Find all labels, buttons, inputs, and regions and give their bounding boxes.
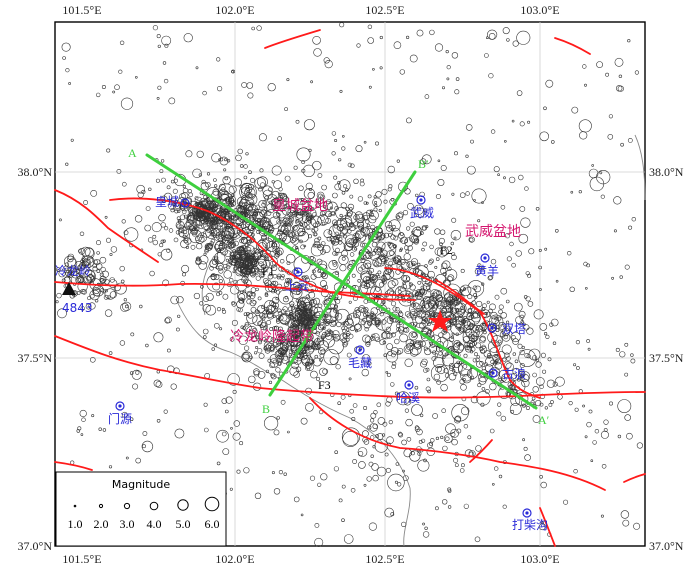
- y-axis-right: 38.0°N 37.5°N 37.0°N: [649, 165, 684, 553]
- town-label-dachaigou: 打柴沟: [512, 518, 548, 532]
- legend-box: [55, 471, 227, 547]
- town-label-huangcheng: 皇城: [155, 195, 179, 209]
- profile-line-bb: [268, 170, 417, 397]
- region-label-wuwei-basin: 武威盆地: [465, 224, 521, 240]
- town-label-maozang: 毛藏: [348, 356, 372, 370]
- legend-value: 2.0: [94, 517, 109, 531]
- fault-trace: [384, 267, 541, 399]
- profile-label-b-prime: B′: [418, 157, 429, 171]
- town-markers: [115, 195, 532, 518]
- legend-symbol: [123, 502, 131, 510]
- profile-label-b: B: [262, 402, 270, 416]
- legend-symbol: [177, 499, 189, 511]
- region-label-lenglongling-uplift: 冷龙岭隆起带: [230, 329, 314, 345]
- y-tick-label-left: 37.5°N: [18, 351, 53, 365]
- station-triangle-icon: [62, 282, 76, 295]
- epicenter-star-icon: [428, 310, 452, 332]
- fault-trace: [539, 507, 556, 547]
- x-tick-label-top: 101.5°E: [62, 3, 101, 17]
- town-label-shuangta: 双塔: [502, 322, 526, 336]
- fault-label-f1: F1: [262, 264, 275, 278]
- x-tick-label-bottom: 102.0°E: [215, 552, 254, 566]
- town-label-menyuan: 门源: [108, 411, 132, 426]
- faults: [54, 29, 646, 547]
- fault-trace: [264, 29, 321, 49]
- x-tick-label-bottom: 101.5°E: [62, 552, 101, 566]
- x-axis-bottom: 101.5°E 102.0°E 102.5°E 103.0°E: [62, 552, 559, 566]
- fault-trace: [109, 197, 416, 301]
- town-label-wuwei: 武威: [410, 206, 434, 220]
- legend-value: 1.0: [68, 517, 83, 531]
- fault-label-f2: F2: [440, 243, 453, 257]
- fault-trace: [623, 473, 646, 483]
- region-label-huangcheng-basin: 皇城盆地: [272, 198, 328, 214]
- profile-label-a-prime: A′: [538, 413, 550, 427]
- y-tick-label-left: 38.0°N: [18, 165, 53, 179]
- y-tick-label-left: 37.0°N: [18, 539, 53, 553]
- legend-symbol: [204, 496, 220, 512]
- x-tick-label-bottom: 103.0°E: [520, 552, 559, 566]
- profile-label-a: A: [128, 146, 137, 160]
- map-frame: [54, 21, 646, 547]
- x-tick-label-bottom: 102.5°E: [365, 552, 404, 566]
- x-tick-label-top: 102.0°E: [215, 3, 254, 17]
- fault-trace: [54, 335, 646, 399]
- legend-value: 3.0: [120, 517, 135, 531]
- graticule: [55, 22, 645, 546]
- fault-trace: [309, 397, 606, 491]
- town-label-huangyang: 黄羊: [475, 263, 499, 278]
- fault-trace: [435, 279, 485, 315]
- earthquake-events: [55, 22, 644, 547]
- legend-value: 6.0: [205, 517, 220, 531]
- legend-symbol: [149, 501, 159, 511]
- magnitude-legend: Magnitude 1.0 2.0 3.0 4.0 5.0 6.0: [55, 471, 227, 547]
- fault-trace: [554, 37, 591, 55]
- fault-trace: [54, 461, 93, 471]
- legend-title: Magnitude: [112, 478, 171, 491]
- x-tick-label-top: 102.5°E: [365, 3, 404, 17]
- profile-lines: [145, 153, 538, 410]
- y-axis-left: 38.0°N 37.5°N 37.0°N: [18, 165, 53, 553]
- town-label-haxi: 哈溪: [396, 391, 420, 405]
- legend-value: 4.0: [147, 517, 162, 531]
- fault-label-f3: F3: [318, 378, 331, 392]
- town-label-shangyun: 上云: [285, 279, 309, 293]
- y-tick-label-right: 38.0°N: [649, 165, 684, 179]
- profile-line-aa: [145, 153, 538, 410]
- legend-symbol: [98, 503, 104, 509]
- town-label-gulang: 古浪: [502, 366, 526, 381]
- station-label: 4843: [62, 301, 93, 315]
- town-label-lenglongling: 冷龙岭: [55, 264, 91, 278]
- x-axis-top: 101.5°E 102.0°E 102.5°E 103.0°E: [62, 3, 559, 17]
- legend-symbol: [73, 504, 77, 508]
- fault-trace: [469, 439, 493, 463]
- y-tick-label-right: 37.0°N: [649, 539, 684, 553]
- fault-trace: [54, 189, 159, 263]
- y-tick-label-right: 37.5°N: [649, 351, 684, 365]
- legend-value: 5.0: [176, 517, 191, 531]
- x-tick-label-top: 103.0°E: [520, 3, 559, 17]
